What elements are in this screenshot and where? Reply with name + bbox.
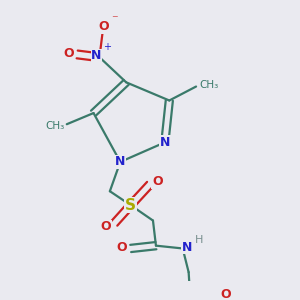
- Text: N: N: [91, 49, 102, 62]
- Text: ⁻: ⁻: [111, 13, 118, 26]
- Text: S: S: [125, 198, 136, 213]
- Text: N: N: [182, 241, 192, 254]
- Text: O: O: [152, 175, 163, 188]
- Text: +: +: [103, 43, 111, 52]
- Text: N: N: [115, 155, 125, 168]
- Text: O: O: [220, 288, 231, 300]
- Text: O: O: [99, 20, 109, 33]
- Text: O: O: [116, 241, 127, 254]
- Text: CH₃: CH₃: [45, 121, 64, 130]
- Text: CH₃: CH₃: [200, 80, 219, 90]
- Text: N: N: [160, 136, 170, 149]
- Text: O: O: [101, 220, 111, 233]
- Text: H: H: [195, 235, 203, 245]
- Text: O: O: [63, 46, 74, 59]
